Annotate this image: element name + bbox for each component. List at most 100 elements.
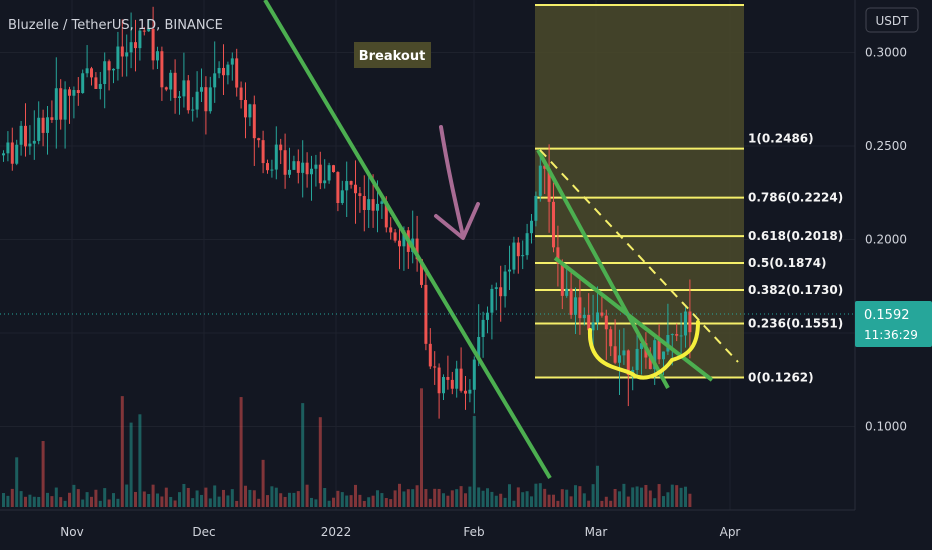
- volume-bar: [288, 492, 291, 507]
- price-axis[interactable]: [855, 0, 932, 510]
- candle-body: [653, 340, 657, 370]
- candle-body: [534, 195, 538, 221]
- volume-bar: [213, 485, 217, 507]
- volume-bar: [525, 491, 529, 507]
- volume-bar: [367, 497, 371, 507]
- candle-body: [107, 61, 111, 71]
- candle-body: [446, 376, 450, 380]
- volume-bar: [292, 492, 296, 507]
- candle-body: [367, 199, 371, 211]
- candle-body: [15, 144, 19, 164]
- volume-bar: [679, 487, 683, 507]
- breakout-label-box: [354, 42, 431, 68]
- volume-bar: [358, 494, 362, 507]
- time-axis-ticks: Nov Dec 2022 Feb Mar Apr: [60, 525, 740, 539]
- candle-body: [618, 355, 621, 363]
- candle-body: [252, 104, 256, 139]
- volume-bar: [486, 488, 489, 507]
- symbol-title: Bluzelle / TetherUS, 1D, BINANCE: [8, 18, 223, 33]
- candle-body: [318, 164, 322, 184]
- candle-body: [688, 311, 692, 333]
- candle-body: [503, 271, 507, 297]
- last-price-badge: [855, 301, 932, 347]
- volume-bar: [266, 495, 269, 507]
- candle-body: [191, 109, 195, 111]
- candle-body: [516, 242, 520, 257]
- candle-body: [68, 89, 71, 96]
- candle-body: [54, 88, 58, 120]
- time-tick-label: Mar: [585, 525, 608, 539]
- candle-body: [525, 233, 529, 256]
- volume-bar: [54, 487, 58, 507]
- fib-diagonal: [539, 149, 739, 363]
- volume-bar: [648, 490, 652, 507]
- candle-body: [622, 350, 626, 356]
- candle-body: [314, 164, 318, 169]
- candle-body: [635, 348, 639, 370]
- candle-body: [433, 366, 437, 368]
- volume-bar: [72, 484, 76, 507]
- volume-bar: [442, 493, 445, 507]
- volume-bar: [274, 487, 278, 507]
- volume-bar: [200, 494, 203, 507]
- volume-bar: [103, 488, 107, 507]
- volume-bar: [340, 492, 344, 507]
- volume-bar: [244, 485, 247, 507]
- price-tick-label: 0.2000: [865, 233, 907, 247]
- candle-body: [415, 238, 419, 260]
- currency-label: USDT: [876, 14, 910, 28]
- candle-body: [512, 242, 516, 270]
- downtrend-line: [263, 0, 552, 480]
- volume-bar: [560, 489, 564, 507]
- volume-bar: [314, 499, 318, 507]
- candle-body: [213, 73, 217, 88]
- volume-bar: [15, 457, 19, 507]
- volume-bar: [380, 493, 384, 507]
- time-axis[interactable]: [0, 510, 932, 550]
- price-axis-ticks: 0.3000 0.2500 0.2000 0.1000: [865, 46, 907, 434]
- candle-body: [472, 359, 476, 390]
- volume-bar: [578, 486, 582, 507]
- volume-bar: [688, 493, 692, 507]
- time-tick-label: Nov: [60, 525, 83, 539]
- volume-bar: [534, 483, 538, 507]
- volume-bar: [631, 487, 635, 507]
- candle-body: [354, 184, 357, 194]
- candle-body: [362, 196, 366, 211]
- volume-bar: [296, 491, 300, 507]
- drawings: [263, 0, 739, 480]
- volume-bar: [230, 489, 234, 507]
- candle-body: [591, 322, 595, 331]
- volume-bar: [332, 497, 335, 507]
- volume-bar: [569, 496, 573, 507]
- candle-body: [508, 269, 511, 272]
- arrow-shaft: [439, 125, 465, 238]
- candle-body: [156, 51, 159, 61]
- volume-bar: [142, 491, 146, 507]
- volume-bar: [613, 488, 617, 507]
- volume-bar: [411, 489, 415, 507]
- volume-bar: [384, 498, 388, 507]
- fib-level-label: 0.5(0.1874): [748, 256, 827, 270]
- currency-badge[interactable]: [865, 7, 919, 33]
- volume-bar: [499, 493, 503, 507]
- volume-bar: [41, 441, 45, 507]
- candle-body: [19, 125, 23, 145]
- volume-bar: [81, 499, 85, 507]
- candle-body: [657, 340, 661, 360]
- volume-bar: [512, 500, 516, 507]
- volume-bar: [393, 490, 397, 507]
- candle-body: [494, 287, 498, 289]
- fib-level-label: 1(0.2486): [748, 132, 814, 146]
- volume-bar: [345, 495, 349, 507]
- candle-body: [349, 181, 353, 185]
- volume-bar: [547, 494, 551, 507]
- volume-bar: [670, 484, 674, 507]
- candle-body: [358, 193, 362, 197]
- candle-body: [538, 165, 542, 196]
- candle-body: [640, 343, 643, 349]
- volume-bar: [90, 496, 93, 507]
- volume-bar: [591, 484, 595, 507]
- candle-body: [340, 190, 344, 204]
